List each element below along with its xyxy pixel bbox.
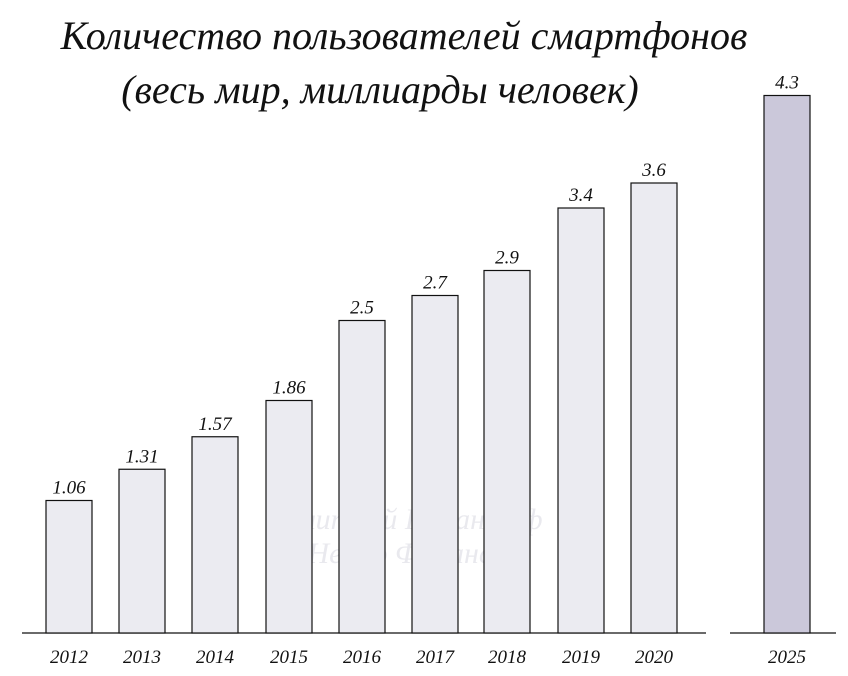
tick-label-2019: 2019 — [562, 647, 601, 668]
bar-2020 — [630, 182, 678, 634]
bar-2014 — [191, 436, 239, 634]
value-label-2013: 1.31 — [125, 446, 158, 467]
value-label-2017: 2.7 — [423, 273, 448, 294]
bar-2013 — [118, 468, 166, 634]
value-label-2016: 2.5 — [350, 298, 374, 319]
tick-label-2015: 2015 — [270, 647, 308, 668]
value-label-2014: 1.57 — [198, 414, 233, 435]
tick-label-2016: 2016 — [343, 647, 382, 668]
value-label-2020: 3.6 — [641, 160, 666, 181]
bar-2019 — [557, 207, 605, 634]
chart-title: Количество пользователей смартфонов — [60, 13, 748, 58]
bar-2012 — [45, 499, 93, 634]
value-label-2015: 1.86 — [272, 378, 306, 399]
bar-2015 — [265, 399, 313, 634]
bar-2025 — [763, 94, 811, 634]
tick-label-2018: 2018 — [488, 647, 527, 668]
tick-label-2014: 2014 — [196, 647, 235, 668]
chart-subtitle: (весь мир, миллиарды человек) — [121, 67, 639, 112]
tick-label-2025: 2025 — [768, 647, 806, 668]
tick-label-2013: 2013 — [123, 647, 161, 668]
bar-2018 — [483, 269, 531, 634]
value-label-2025: 4.3 — [775, 73, 799, 94]
tick-label-2020: 2020 — [635, 647, 674, 668]
value-label-2012: 1.06 — [52, 478, 86, 499]
tick-label-2017: 2017 — [416, 647, 456, 668]
tick-label-2012: 2012 — [50, 647, 89, 668]
bar-2017 — [411, 294, 459, 634]
bar-2016 — [338, 319, 386, 634]
value-label-2018: 2.9 — [495, 248, 519, 269]
value-label-2019: 3.4 — [568, 185, 593, 206]
